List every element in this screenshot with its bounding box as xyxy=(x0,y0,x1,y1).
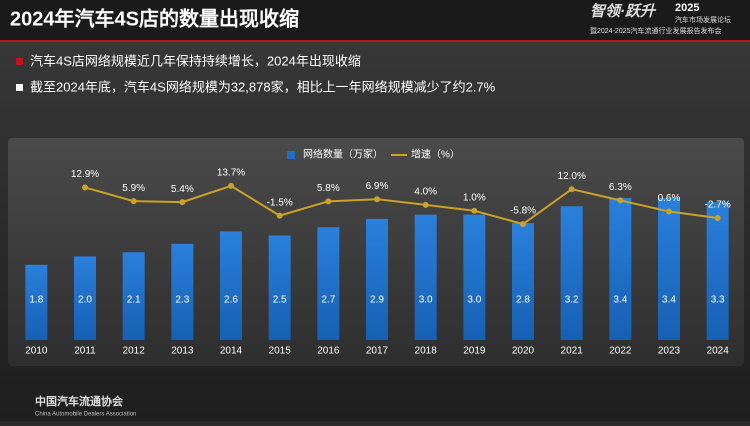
line xyxy=(84,184,718,226)
data-label: -5.8% xyxy=(510,206,536,217)
x-tick-label: 2014 xyxy=(220,346,243,357)
x-tick-label: 2021 xyxy=(561,346,584,357)
point xyxy=(228,182,234,189)
data-label: 4.0% xyxy=(414,187,437,198)
data-label: 3.2 xyxy=(565,295,579,306)
bar xyxy=(220,231,242,340)
data-label: 2.8 xyxy=(516,295,530,306)
x-tick-label: 2019 xyxy=(463,346,486,357)
x-tick-label: 2012 xyxy=(123,346,146,357)
data-label: 3.0 xyxy=(419,295,433,306)
data-label: 0.6% xyxy=(658,193,681,204)
x-tick-label: 2010 xyxy=(25,346,48,357)
data-label: 3.0 xyxy=(467,295,481,306)
data-label: 6.9% xyxy=(366,181,389,192)
bar xyxy=(706,202,729,340)
legend-swatch xyxy=(287,151,295,159)
data-label: 3.4 xyxy=(662,295,676,306)
x-tick-label: 2022 xyxy=(609,346,632,357)
bullet-icon xyxy=(16,58,23,65)
data-label: 2.1 xyxy=(127,295,141,306)
chart: 2010 2011 2012 2013 2014 2015 2016 2017 2018 2019… xyxy=(25,148,731,357)
header-rule xyxy=(0,40,750,42)
data-label: -1.5% xyxy=(267,197,293,208)
logo-line: 暨2024-2025汽车流通行业发展报告发布会 xyxy=(590,26,721,35)
legend-label: 增速（%） xyxy=(411,148,460,161)
bar xyxy=(414,214,437,340)
title: 2024年汽车4S店的数量出现收缩 xyxy=(10,6,299,30)
bar xyxy=(74,256,96,340)
bar xyxy=(25,264,48,340)
data-label: 5.9% xyxy=(122,183,145,194)
point xyxy=(568,186,575,193)
point xyxy=(422,201,429,208)
logo-title: 智领·跃升 xyxy=(590,3,657,20)
logo-year: 2025 xyxy=(675,2,699,14)
data-label: -2.7% xyxy=(705,200,731,211)
data-label: 2.6 xyxy=(224,295,238,306)
logo-line: 汽车市场发展论坛 xyxy=(675,15,731,24)
bullet-icon xyxy=(16,84,23,91)
data-label: 2.5 xyxy=(273,295,287,306)
legend-label: 网络数量（万家） xyxy=(303,148,383,161)
data-label: 2.7 xyxy=(321,295,335,306)
point xyxy=(82,184,88,191)
x-tick-label: 2016 xyxy=(317,346,340,357)
data-label: 3.4 xyxy=(613,295,627,306)
point xyxy=(471,207,478,214)
bar xyxy=(463,214,486,340)
bar xyxy=(560,206,583,340)
point xyxy=(617,197,624,204)
footer-org-en: China Automobile Dealers Association xyxy=(35,412,136,418)
data-label: 12.0% xyxy=(557,171,585,182)
point xyxy=(520,221,526,228)
bullet: 汽车4S店网络规模近几年保持持续增长，2024年出现收缩 xyxy=(30,53,361,68)
data-label: 3.3 xyxy=(711,295,725,306)
bar xyxy=(122,252,145,340)
data-label: 6.3% xyxy=(609,182,632,193)
footer-org: 中国汽车流通协会 xyxy=(35,394,124,408)
bar xyxy=(317,227,340,340)
x-tick-label: 2017 xyxy=(366,346,389,357)
x-tick-label: 2011 xyxy=(74,346,96,357)
x-tick-label: 2024 xyxy=(707,346,730,357)
bar xyxy=(171,243,194,340)
header-bar xyxy=(0,0,750,40)
point xyxy=(130,198,137,205)
bullet: 截至2024年底，汽车4S网络规模为32,878家，相比上一年网络规模减少了约2… xyxy=(30,79,496,94)
data-label: 1.0% xyxy=(463,192,486,203)
data-label: 5.4% xyxy=(171,184,194,195)
point xyxy=(179,199,186,206)
x-tick-label: 2015 xyxy=(269,346,292,357)
bar xyxy=(658,197,680,340)
bar xyxy=(512,223,534,340)
bar xyxy=(609,197,632,340)
bar xyxy=(366,218,388,340)
x-tick-label: 2018 xyxy=(415,346,438,357)
bar xyxy=(268,235,291,340)
point xyxy=(374,196,380,203)
data-label: 5.8% xyxy=(317,183,340,194)
point xyxy=(276,212,283,219)
point xyxy=(714,214,721,221)
x-tick-label: 2013 xyxy=(171,346,194,357)
point xyxy=(325,198,332,205)
data-label: 13.7% xyxy=(217,168,245,179)
x-tick-label: 2020 xyxy=(512,346,535,357)
data-label: 12.9% xyxy=(71,169,99,180)
data-label: 2.0 xyxy=(78,295,92,306)
data-label: 1.8 xyxy=(29,295,43,306)
data-label: 2.9 xyxy=(370,295,384,306)
x-tick-label: 2023 xyxy=(658,346,681,357)
point xyxy=(666,208,672,215)
data-label: 2.3 xyxy=(175,295,189,306)
